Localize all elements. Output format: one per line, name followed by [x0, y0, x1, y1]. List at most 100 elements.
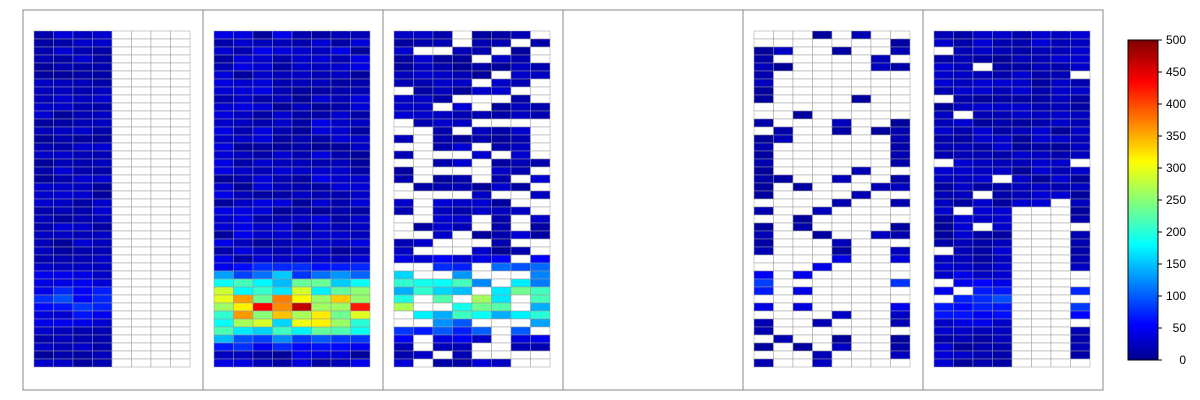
- heatmap-panel: [382, 9, 564, 391]
- heatmap-cell: [432, 270, 453, 280]
- heatmap-cell: [812, 206, 833, 216]
- heatmap-cell: [272, 214, 293, 224]
- heatmap-cell: [131, 262, 152, 272]
- heatmap-cell: [432, 134, 453, 144]
- heatmap-cell: [812, 126, 833, 136]
- heatmap-cell: [291, 78, 312, 88]
- heatmap-cell: [432, 54, 453, 64]
- heatmap-cell: [792, 174, 813, 184]
- heatmap-cell: [510, 30, 531, 40]
- heatmap-cell: [213, 206, 234, 216]
- heatmap-cell: [992, 270, 1013, 280]
- heatmap-cell: [753, 46, 774, 56]
- heatmap-cell: [1070, 30, 1091, 40]
- heatmap-cell: [272, 318, 293, 328]
- heatmap-cell: [452, 278, 473, 288]
- heatmap-cell: [1070, 254, 1091, 264]
- heatmap-cell: [272, 94, 293, 104]
- heatmap-cell: [510, 190, 531, 200]
- heatmap-cell: [72, 342, 93, 352]
- heatmap-cell: [753, 62, 774, 72]
- heatmap-cell: [870, 70, 891, 80]
- heatmap-cell: [33, 126, 54, 136]
- heatmap-cell: [753, 222, 774, 232]
- heatmap-cell: [311, 230, 332, 240]
- heatmap-cell: [150, 102, 171, 112]
- heatmap-cell: [953, 70, 974, 80]
- heatmap-cell: [1031, 238, 1052, 248]
- heatmap-cell: [851, 318, 872, 328]
- heatmap-cell: [972, 198, 993, 208]
- heatmap-cell: [252, 126, 273, 136]
- heatmap-cell: [933, 102, 954, 112]
- colorbar-tick-label: 450: [1166, 65, 1186, 79]
- heatmap-cell: [1031, 222, 1052, 232]
- heatmap-cell: [131, 358, 152, 368]
- heatmap-cell: [111, 46, 132, 56]
- heatmap-cell: [933, 134, 954, 144]
- heatmap-cell: [1070, 70, 1091, 80]
- heatmap-cell: [972, 38, 993, 48]
- heatmap-cell: [471, 78, 492, 88]
- heatmap-cell: [150, 54, 171, 64]
- heatmap-cell: [330, 70, 351, 80]
- heatmap-cell: [213, 190, 234, 200]
- heatmap-cell: [452, 86, 473, 96]
- heatmap-cell: [851, 278, 872, 288]
- heatmap-cell: [851, 198, 872, 208]
- heatmap-cell: [452, 150, 473, 160]
- heatmap-cell: [1031, 190, 1052, 200]
- heatmap-cell: [1031, 134, 1052, 144]
- heatmap-cell: [953, 238, 974, 248]
- heatmap-cell: [972, 110, 993, 120]
- heatmap-cell: [870, 278, 891, 288]
- heatmap-cell: [111, 94, 132, 104]
- heatmap-cell: [233, 326, 254, 336]
- heatmap-cell: [471, 278, 492, 288]
- heatmap-cell: [471, 358, 492, 368]
- heatmap-cell: [233, 78, 254, 88]
- heatmap-cell: [170, 342, 191, 352]
- heatmap-cell: [213, 30, 234, 40]
- heatmap-cell: [510, 262, 531, 272]
- heatmap-cell: [72, 62, 93, 72]
- heatmap-cell: [851, 246, 872, 256]
- heatmap-cell: [393, 342, 414, 352]
- heatmap-cell: [471, 326, 492, 336]
- heatmap-cell: [1050, 214, 1071, 224]
- heatmap-cell: [393, 86, 414, 96]
- heatmap-cell: [773, 38, 794, 48]
- heatmap-cell: [530, 254, 551, 264]
- heatmap-cell: [111, 54, 132, 64]
- heatmap-cell: [33, 110, 54, 120]
- heatmap-cell: [1031, 262, 1052, 272]
- heatmap-cell: [753, 94, 774, 104]
- heatmap-cell: [510, 134, 531, 144]
- heatmap-cell: [851, 54, 872, 64]
- heatmap-cell: [831, 278, 852, 288]
- heatmap-cell: [111, 302, 132, 312]
- heatmap-cell: [1070, 38, 1091, 48]
- heatmap-cell: [33, 174, 54, 184]
- heatmap-cell: [992, 230, 1013, 240]
- heatmap-cell: [812, 134, 833, 144]
- heatmap-cell: [992, 54, 1013, 64]
- heatmap-cell: [252, 134, 273, 144]
- heatmap-cell: [471, 142, 492, 152]
- heatmap-cell: [452, 318, 473, 328]
- heatmap-cell: [170, 30, 191, 40]
- heatmap-cell: [1050, 94, 1071, 104]
- heatmap-cell: [350, 254, 371, 264]
- heatmap-cell: [131, 286, 152, 296]
- heatmap-cell: [291, 174, 312, 184]
- heatmap-cell: [831, 270, 852, 280]
- heatmap-cell: [972, 254, 993, 264]
- heatmap-cell: [53, 126, 74, 136]
- heatmap-cell: [252, 54, 273, 64]
- heatmap-cell: [773, 70, 794, 80]
- heatmap-cell: [953, 254, 974, 264]
- heatmap-cell: [311, 270, 332, 280]
- heatmap-cell: [131, 102, 152, 112]
- heatmap-cell: [53, 174, 74, 184]
- heatmap-cell: [432, 110, 453, 120]
